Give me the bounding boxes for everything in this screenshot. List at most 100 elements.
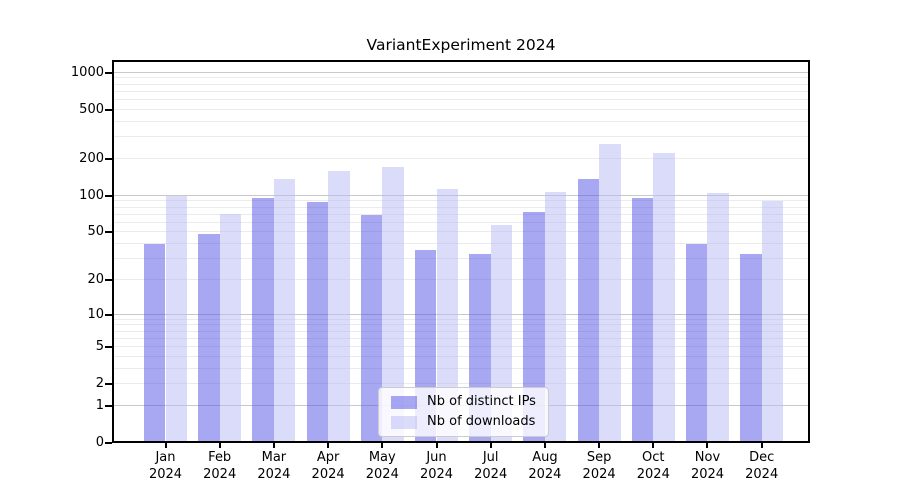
gridline-80: [112, 206, 810, 208]
y-tick-label-0: 0: [95, 435, 104, 450]
gridline-100: [112, 194, 810, 196]
y-tick-mark-50: [105, 231, 112, 234]
gridline-10: [112, 313, 810, 315]
y-tick-mark-0: [105, 442, 112, 444]
legend-swatch-downloads: [391, 415, 417, 429]
y-tick-mark-200: [105, 157, 112, 160]
gridline-5: [112, 346, 810, 347]
bar-downloads-apr: [328, 170, 350, 443]
gridline-20: [112, 278, 810, 280]
x-tick-label-jun: Jun 2024: [419, 450, 454, 482]
x-tick-label-nov: Nov 2024: [690, 450, 725, 482]
y-tick-label-2: 2: [95, 376, 104, 392]
gridline-300: [112, 136, 810, 138]
gridline-7: [112, 330, 810, 332]
legend: Nb of distinct IPs Nb of downloads: [378, 387, 549, 437]
x-tick-mark-jul: [489, 443, 492, 448]
x-tick-label-mar: Mar 2024: [257, 450, 291, 482]
gridline-900: [112, 77, 810, 79]
x-tick-mark-sep: [598, 443, 601, 448]
x-tick-label-jul: Jul 2024: [474, 450, 508, 482]
gridline-600: [112, 99, 810, 101]
x-tick-label-apr: Apr 2024: [311, 450, 345, 482]
y-tick-label-10: 10: [87, 306, 104, 322]
bar-ips-sep: [577, 179, 600, 443]
gridline-6: [112, 337, 810, 339]
bar-downloads-nov: [707, 193, 729, 443]
y-tick-label-1: 1: [95, 397, 104, 413]
plot-area: Nb of distinct IPs Nb of downloads: [105, 60, 810, 448]
gridline-40: [112, 243, 810, 245]
y-tick-mark-1: [105, 404, 112, 407]
bar-ips-nov: [686, 244, 708, 443]
gridline-50: [112, 231, 810, 233]
x-tick-mark-nov: [706, 443, 709, 448]
gridline-90: [112, 200, 810, 202]
gridline-4: [112, 355, 810, 357]
bar-ips-may: [360, 215, 383, 443]
bar-ips-oct: [631, 197, 654, 443]
x-axis: Jan 2024 Feb 2024 Mar 2024 Apr 2024 May 2024 Jun 20…: [112, 450, 810, 494]
y-tick-mark-10: [105, 313, 112, 316]
legend-item-ips: Nb of distinct IPs: [391, 394, 536, 410]
y-axis: 0 1 2 5 10 20 50 100 200 500 1000: [0, 60, 104, 450]
x-tick-mark-feb: [218, 443, 221, 448]
x-tick-label-feb: Feb 2024: [203, 450, 237, 482]
bar-downloads-aug: [544, 191, 567, 443]
x-tick-mark-apr: [327, 443, 330, 448]
bar-ips-feb: [198, 234, 220, 443]
bar-ips-mar: [252, 197, 274, 443]
gridline-800: [112, 83, 810, 85]
bar-downloads-oct: [653, 152, 675, 443]
gridline-1000: [112, 71, 810, 73]
gridline-3: [112, 367, 810, 369]
x-tick-label-aug: Aug 2024: [528, 450, 562, 482]
bars-layer: [112, 60, 810, 443]
y-tick-label-20: 20: [87, 271, 104, 287]
x-tick-label-sep: Sep 2024: [582, 450, 616, 482]
x-tick-mark-oct: [652, 443, 655, 448]
gridline-500: [112, 108, 810, 110]
y-tick-mark-20: [105, 278, 112, 281]
bar-ips-dec: [740, 254, 762, 443]
y-tick-label-5: 5: [95, 339, 104, 354]
y-tick-label-200: 200: [79, 150, 104, 166]
gridline-30: [112, 258, 810, 259]
bar-downloads-dec: [761, 201, 784, 443]
y-tick-mark-100: [105, 194, 112, 197]
x-tick-label-dec: Dec 2024: [745, 450, 779, 482]
gridline-400: [112, 120, 810, 122]
x-tick-mark-jun: [435, 443, 438, 448]
y-tick-mark-500: [105, 108, 112, 111]
gridline-8: [112, 324, 810, 326]
y-tick-mark-1000: [105, 71, 112, 74]
x-tick-mark-jan: [164, 443, 167, 448]
bar-downloads-may: [382, 166, 404, 443]
gridline-60: [112, 221, 810, 223]
y-tick-label-1000: 1000: [70, 64, 104, 80]
bar-downloads-mar: [273, 178, 296, 443]
x-tick-mark-aug: [543, 443, 546, 448]
y-tick-label-500: 500: [79, 101, 104, 117]
x-tick-label-jan: Jan 2024: [148, 450, 183, 482]
y-tick-label-100: 100: [79, 187, 104, 203]
gridline-70: [112, 213, 810, 215]
bar-downloads-feb: [219, 213, 242, 443]
grid-layer: [112, 60, 810, 443]
gridline-200: [112, 157, 810, 159]
gridline-2: [112, 383, 810, 385]
bar-downloads-sep: [599, 143, 621, 443]
chart-title: VariantExperiment 2024: [366, 36, 556, 54]
legend-item-downloads: Nb of downloads: [391, 414, 536, 430]
bar-ips-jan: [144, 244, 166, 443]
y-tick-label-50: 50: [87, 224, 104, 240]
bar-ips-apr: [306, 201, 329, 443]
gridline-9: [112, 318, 810, 320]
y-tick-mark-5: [105, 346, 112, 348]
bar-downloads-jun: [436, 189, 458, 443]
x-tick-mark-dec: [760, 443, 763, 448]
x-tick-label-may: May 2024: [365, 450, 399, 482]
legend-swatch-ips: [391, 395, 417, 409]
gridline-700: [112, 90, 810, 92]
legend-label-downloads: Nb of downloads: [427, 414, 536, 429]
